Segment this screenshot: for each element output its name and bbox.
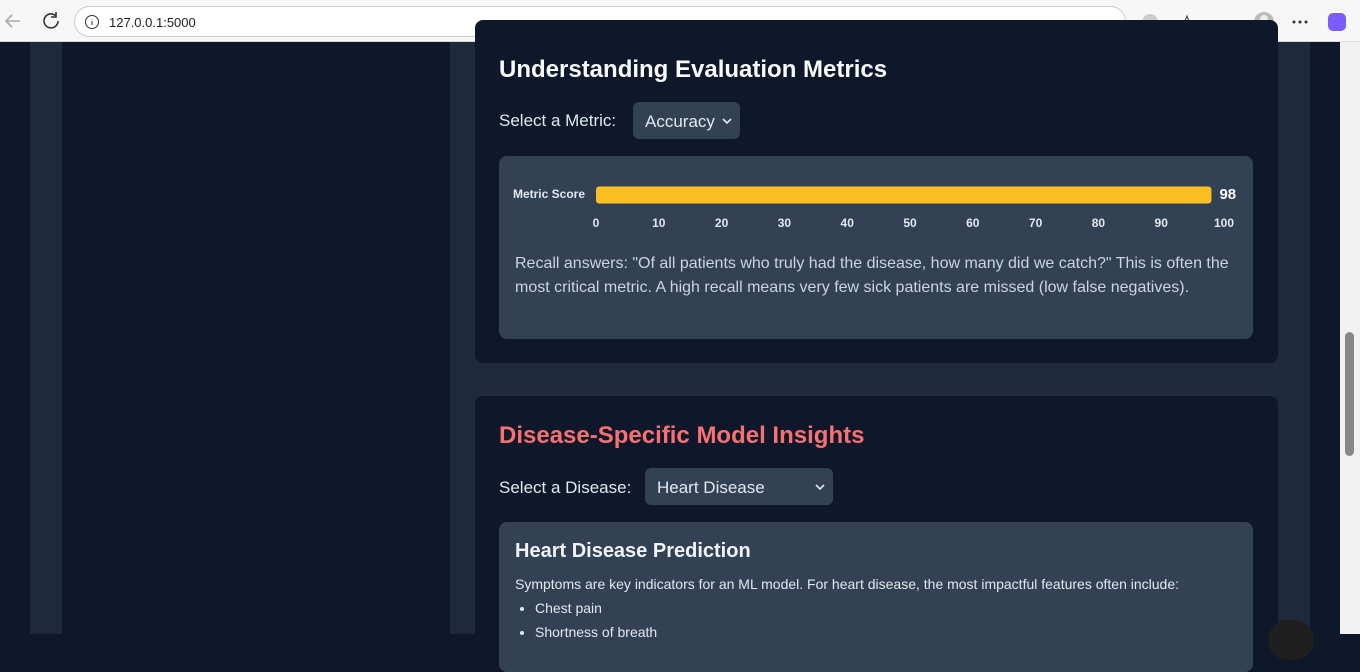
select-value: Accuracy xyxy=(645,112,715,131)
panel-intro: Symptoms are key indicators for an ML mo… xyxy=(515,576,1180,592)
feature-item: Shortness of breath xyxy=(535,620,657,644)
x-tick-label: 10 xyxy=(652,216,666,230)
x-tick-label: 100 xyxy=(1214,216,1234,230)
panel-heading: Heart Disease Prediction xyxy=(515,540,751,562)
x-tick-label: 50 xyxy=(903,216,917,230)
metric-description: Recall answers: "Of all patients who tru… xyxy=(515,255,1229,296)
metric-panel: 0 10 20 30 40 50 60 70 80 90 100 Metric Score 98 Rec… xyxy=(499,156,1253,339)
disease-select[interactable]: Heart Disease xyxy=(645,468,833,505)
disease-card: Disease-Specific Model Insights Select a… xyxy=(475,396,1278,672)
sidebar-edge xyxy=(30,42,62,634)
section-title: Disease-Specific Model Insights xyxy=(499,422,865,449)
x-tick-label: 40 xyxy=(841,216,855,230)
disease-panel: Heart Disease Prediction Symptoms are ke… xyxy=(499,522,1253,672)
select-label: Select a Metric: xyxy=(499,111,617,130)
info-icon xyxy=(85,15,99,29)
scroll-thumb[interactable] xyxy=(1345,332,1354,456)
select-label: Select a Disease: xyxy=(499,478,632,497)
x-tick-label: 70 xyxy=(1029,216,1043,230)
page: 127.0.0.1:5000 Understanding Evaluation … xyxy=(0,0,1360,634)
metric-chart: 0 10 20 30 40 50 60 70 80 90 100 Metric Score 98 xyxy=(513,186,1236,230)
metrics-card: Understanding Evaluation Metrics Select … xyxy=(475,20,1278,363)
floating-button[interactable] xyxy=(1268,620,1314,660)
x-tick-label: 30 xyxy=(778,216,792,230)
value-label: 98 xyxy=(1219,186,1236,203)
scrollbar[interactable] xyxy=(1340,42,1360,634)
x-tick-label: 60 xyxy=(966,216,980,230)
section-title: Understanding Evaluation Metrics xyxy=(499,56,888,83)
chevron xyxy=(722,118,732,125)
y-tick-label: Metric Score xyxy=(513,187,585,201)
nav-icons xyxy=(4,12,59,29)
x-tick-label: 0 xyxy=(593,216,600,230)
feature-item: Chest pain xyxy=(535,596,657,620)
select-value: Heart Disease xyxy=(657,478,765,497)
metric-select[interactable]: Accuracy xyxy=(633,102,740,139)
x-tick-label: 90 xyxy=(1155,216,1169,230)
feature-list: Chest painShortness of breath xyxy=(515,596,657,644)
x-tick-label: 80 xyxy=(1092,216,1106,230)
x-tick-label: 20 xyxy=(715,216,729,230)
bar xyxy=(596,186,1212,204)
url-text: 127.0.0.1:5000 xyxy=(109,15,196,30)
chevron xyxy=(815,484,825,491)
